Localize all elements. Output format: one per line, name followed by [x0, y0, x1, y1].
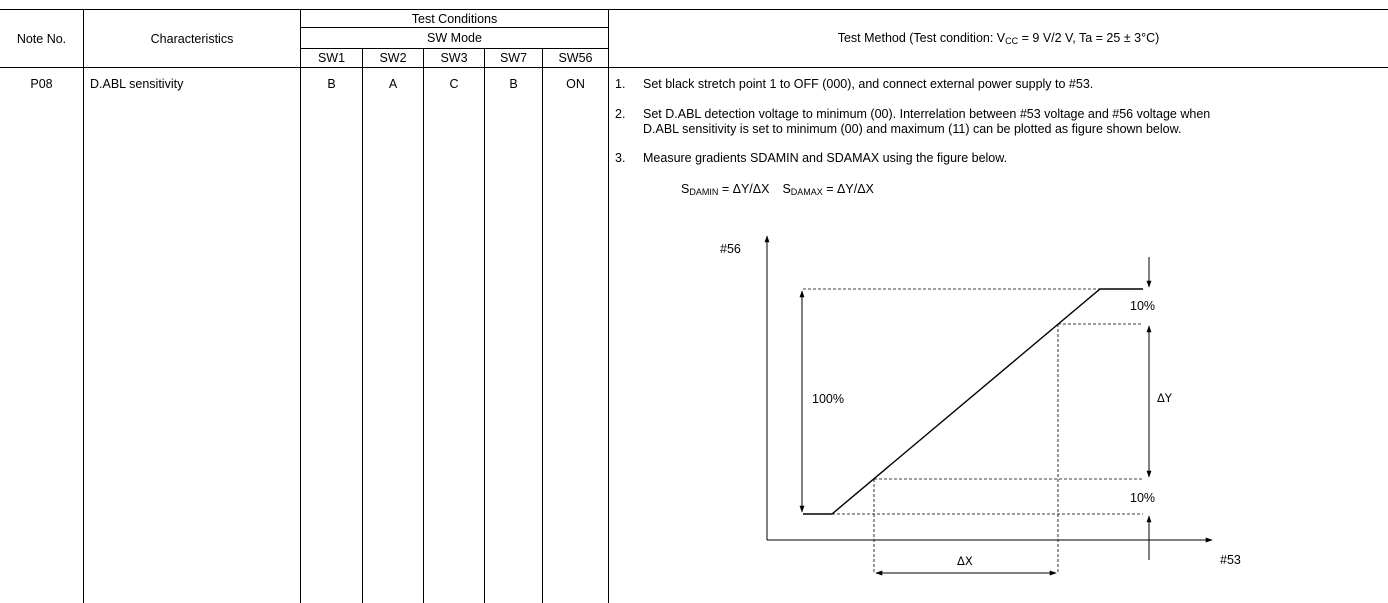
col-divider-sw7	[542, 48, 543, 603]
test-method-prefix: Test Method (Test condition: V	[837, 31, 1006, 45]
sw-mode-divider	[300, 48, 608, 49]
col-divider-sw1	[362, 48, 363, 603]
step-2-num: 2.	[615, 107, 626, 121]
header-sw-mode: SW Mode	[427, 31, 482, 45]
label-100-percent: 100%	[812, 392, 844, 406]
header-sw1: SW1	[317, 51, 346, 65]
header-bottom-border	[0, 67, 1388, 68]
test-method-sub: CC	[1005, 36, 1019, 46]
col-divider-conditions	[608, 9, 609, 603]
header-sw3: SW3	[440, 51, 468, 65]
test-method-suffix: = 9 V/2 V, Ta = 25 ± 3°C)	[1018, 31, 1160, 45]
header-note-no: Note No.	[16, 32, 67, 46]
row-characteristic: D.ABL sensitivity	[90, 77, 184, 91]
transfer-curve	[803, 288, 1143, 515]
row-sw7-value: B	[509, 77, 518, 91]
step-2-line-1: Set D.ABL detection voltage to minimum (…	[643, 107, 1211, 121]
header-characteristics: Characteristics	[150, 32, 234, 46]
y-axis-label: #56	[720, 242, 741, 256]
test-conditions-divider	[300, 27, 608, 28]
header-test-method: Test Method (Test condition: VCC = 9 V/2…	[609, 32, 1388, 46]
formula-s2: S	[782, 182, 791, 196]
header-sw2: SW2	[379, 51, 407, 65]
header-sw56: SW56	[558, 51, 593, 65]
row-sw1-value: B	[327, 77, 336, 91]
label-delta-x: ΔX	[957, 554, 973, 568]
step-1-num: 1.	[615, 77, 626, 91]
formula-s1: S	[681, 182, 690, 196]
col-divider-sw3	[484, 48, 485, 603]
gradient-formula: SDAMIN = ΔY/ΔX SDAMAX = ΔY/ΔX	[681, 183, 874, 197]
step-1-line-1: Set black stretch point 1 to OFF (000), …	[643, 77, 1094, 91]
formula-eq1: = ΔY/ΔX	[718, 182, 770, 196]
row-sw56-value: ON	[566, 77, 585, 91]
formula-damax: DAMAX	[790, 187, 823, 197]
header-test-conditions: Test Conditions	[411, 12, 498, 26]
row-sw2-value: A	[388, 77, 398, 91]
formula-damin: DAMIN	[689, 187, 719, 197]
step-3-num: 3.	[615, 151, 626, 165]
row-sw3-value: C	[449, 77, 459, 91]
label-delta-y: ΔY	[1157, 391, 1172, 405]
x-axis-label: #53	[1220, 553, 1241, 567]
step-3-line-1: Measure gradients SDAMIN and SDAMAX usin…	[643, 151, 1008, 165]
formula-eq2: = ΔY/ΔX	[822, 182, 874, 196]
header-sw7: SW7	[499, 51, 528, 65]
col-divider-characteristics	[300, 9, 301, 603]
label-10-percent-top: 10%	[1130, 299, 1156, 313]
table-top-border	[0, 9, 1388, 10]
col-divider-note	[83, 9, 84, 603]
col-divider-sw2	[423, 48, 424, 603]
row-note: P08	[30, 77, 53, 91]
label-10-percent-bottom: 10%	[1130, 491, 1156, 505]
step-2-line-2: D.ABL sensitivity is set to minimum (00)…	[643, 122, 1182, 136]
